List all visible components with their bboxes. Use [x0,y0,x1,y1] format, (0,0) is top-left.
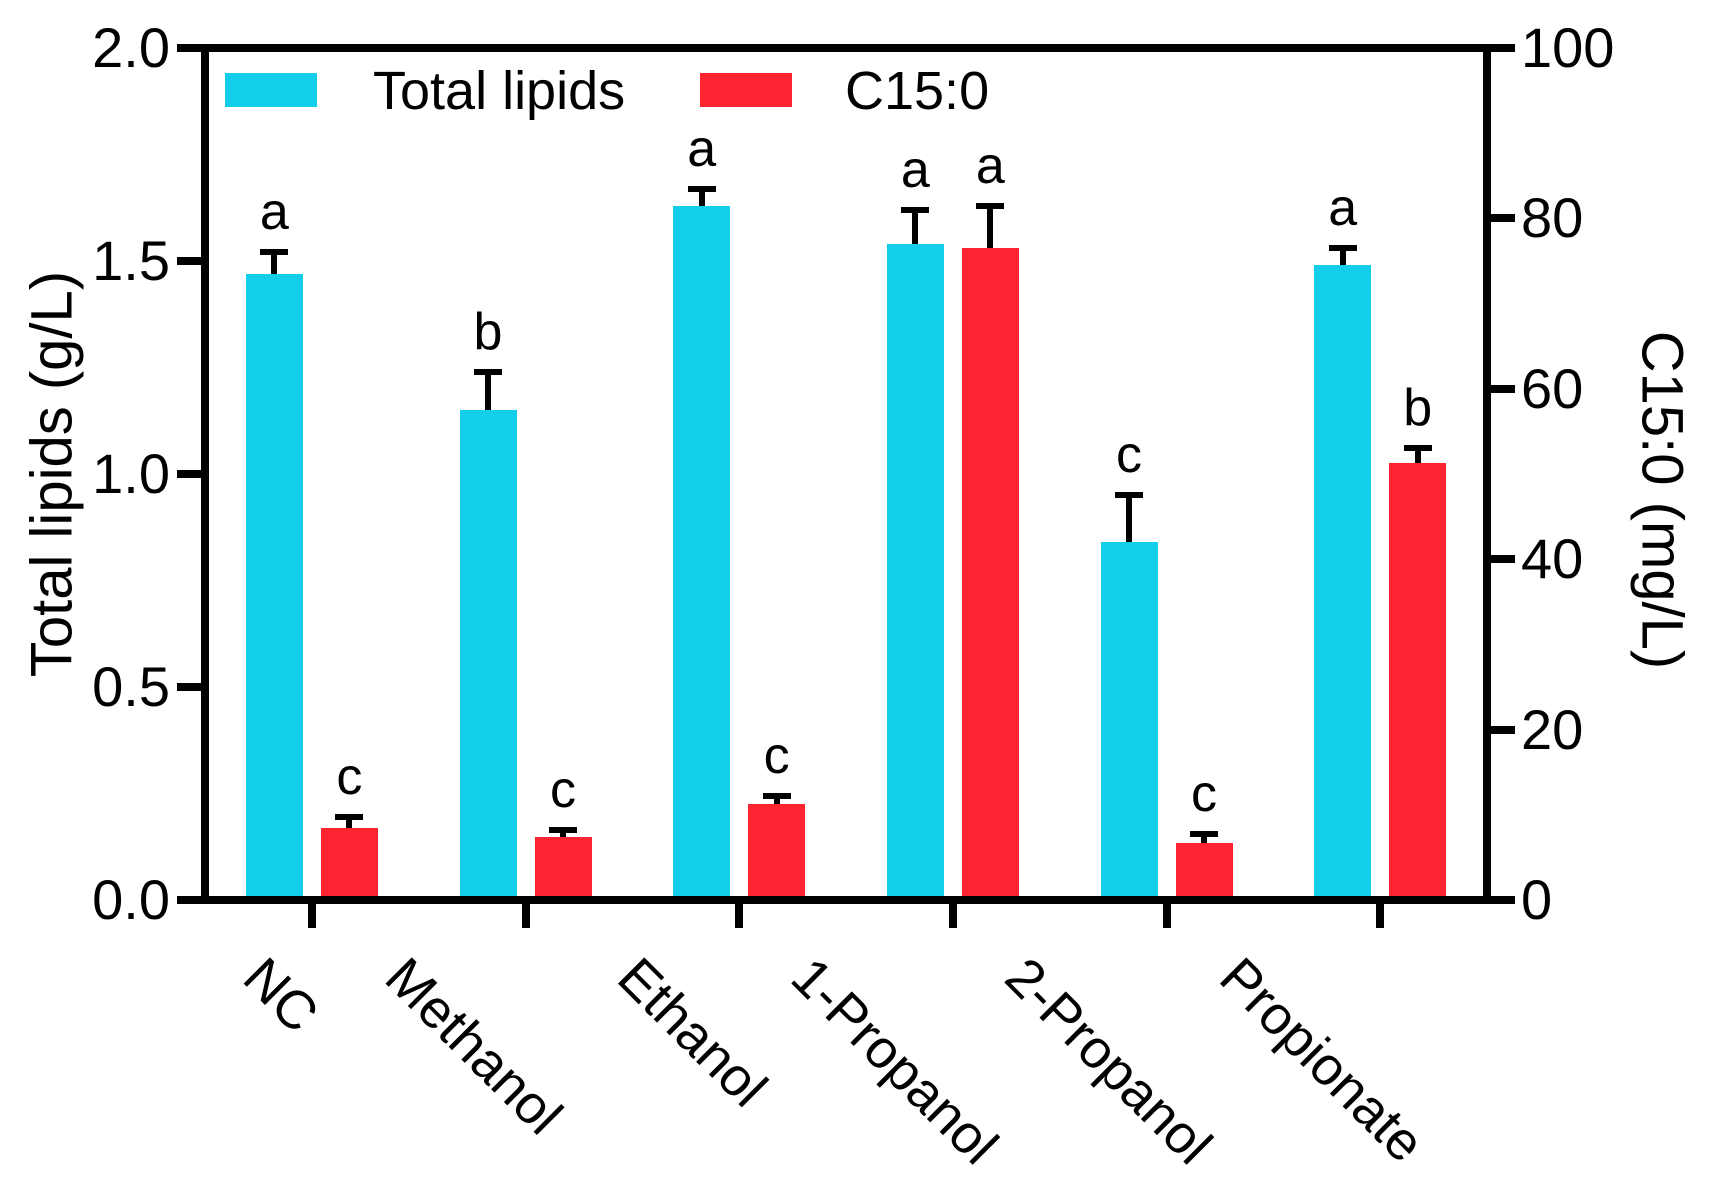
error-bar-stem [1414,448,1421,463]
error-bar-stem [773,796,780,804]
x-category-label-propionate: Propionate [1208,946,1436,1174]
error-bar-cap [1190,831,1218,838]
legend-swatch-total-lipids [225,73,317,107]
left-axis-title: Total lipids (g/L) [19,270,85,678]
significance-letter: c [763,727,790,786]
bar-total-lipids-1-propanol [886,243,944,900]
x-category-label-2-propanol: 2-Propanol [993,946,1223,1176]
error-bar-stem [912,209,919,244]
y-right-tick [1487,214,1515,223]
significance-letter: b [473,302,503,361]
x-tick [1376,902,1385,928]
x-tick [521,902,530,928]
x-category-label-nc: NC [231,946,330,1045]
error-bar-cap [1115,492,1143,499]
bar-c15-0-nc [320,827,378,900]
x-tick [948,902,957,928]
error-bar-cap [1403,445,1432,452]
significance-letter: a [1328,179,1358,238]
error-bar-cap [901,206,930,213]
significance-letter: a [900,140,930,199]
error-bar-cap [976,202,1005,209]
significance-letter: c [1116,426,1142,485]
bar-total-lipids-propionate [1314,265,1372,900]
significance-letter: c [550,761,576,820]
error-bar-stem [1201,834,1207,843]
x-axis-line [201,896,1491,904]
y-left-tick-label: 0.5 [92,655,170,718]
error-bar-cap [474,368,502,375]
y-right-tick-label: 60 [1521,356,1584,420]
y-right-tick [1487,44,1515,52]
bar-c15-0-1-propanol [961,248,1019,900]
x-category-label-methanol: Methanol [373,946,573,1147]
y-right-tick-label: 100 [1521,16,1615,79]
error-bar-stem [560,830,566,837]
significance-letter: c [1191,765,1217,824]
x-tick [307,902,316,928]
y-right-tick-label: 40 [1521,527,1584,591]
y-left-tick-label: 1.5 [92,229,170,292]
error-bar-cap [687,185,716,192]
plot-top-line [201,44,1491,52]
y-right-tick [1487,384,1515,393]
error-bar-stem [698,188,705,206]
bar-c15-0-propionate [1389,462,1447,900]
y-left-tick [177,896,205,904]
y-right-tick-label: 80 [1521,186,1584,250]
significance-letter: b [1403,379,1433,438]
y-left-tick [177,683,205,691]
right-axis-title: C15:0 (mg/L) [1629,330,1695,670]
error-bar-cap [335,814,364,821]
x-tick [735,902,744,928]
y-left-tick [177,44,205,52]
error-bar-cap [260,249,289,256]
y-left-tick [177,470,205,478]
legend-label-c15: C15:0 [845,61,990,121]
bar-c15-0-2-propanol [1175,842,1233,900]
y-right-tick [1487,555,1515,564]
y-right-tick-label: 0 [1521,868,1553,931]
y-left-tick-label: 1.0 [92,442,170,505]
x-category-label-ethanol: Ethanol [606,946,779,1119]
error-bar-stem [1339,248,1346,266]
x-category-label-1-propanol: 1-Propanol [779,946,1009,1176]
y-axis-left-line [201,44,209,904]
x-tick [1162,902,1171,928]
y-left-tick-label: 0.0 [92,868,170,931]
significance-letter: c [336,748,363,807]
y-axis-right-line [1483,44,1491,904]
error-bar-stem [987,205,994,249]
error-bar-cap [549,827,577,834]
y-right-tick [1487,896,1515,904]
y-left-tick-label: 2.0 [92,16,170,79]
y-left-tick [177,257,205,265]
legend-label-total-lipids: Total lipids [373,61,626,121]
bar-c15-0-methanol [534,836,592,900]
significance-letter: a [975,136,1005,195]
error-bar-stem [1126,495,1132,543]
error-bar-cap [1328,245,1357,252]
error-bar-stem [346,817,353,828]
error-bar-cap [762,793,791,800]
bar-total-lipids-nc [245,273,303,900]
bar-total-lipids-methanol [459,410,517,900]
significance-letter: a [259,183,289,242]
y-right-tick-label: 20 [1521,697,1584,761]
error-bar-stem [485,371,491,411]
bar-c15-0-ethanol [748,803,806,900]
significance-letter: a [687,119,717,178]
y-right-tick [1487,725,1515,734]
legend-swatch-c15 [700,73,792,107]
bar-total-lipids-ethanol [673,205,731,900]
bar-total-lipids-2-propanol [1100,542,1158,900]
error-bar-stem [271,252,278,274]
